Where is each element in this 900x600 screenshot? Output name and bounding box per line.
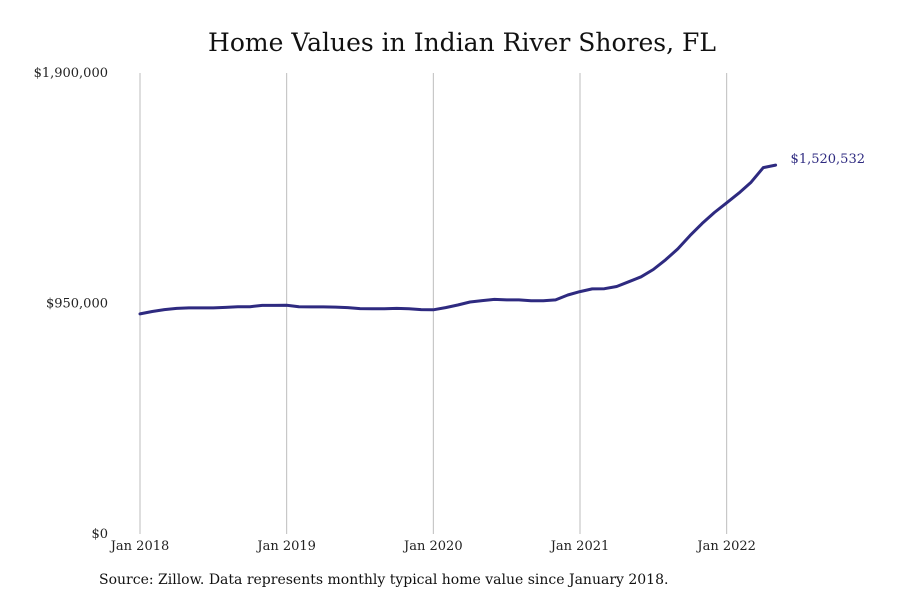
series-layer — [138, 163, 778, 316]
end-value-label: $1,520,532 — [791, 152, 865, 167]
source-note: Source: Zillow. Data represents monthly … — [99, 572, 669, 588]
series-line — [138, 163, 778, 316]
data-labels: $1,520,532 — [791, 152, 865, 167]
x-tick-label: Jan 2022 — [695, 539, 756, 554]
y-tick-label: $0 — [91, 527, 108, 542]
y-tick-label: $1,900,000 — [34, 66, 108, 81]
gridlines — [139, 73, 728, 534]
x-tick-label: Jan 2019 — [255, 539, 316, 554]
x-axis: Jan 2018 Jan 2019 Jan 2020 Jan 2021 Jan 2022 — [109, 539, 756, 554]
x-tick-label: Jan 2021 — [549, 539, 610, 554]
chart-title: Home Values in Indian River Shores, FL — [208, 28, 716, 57]
x-tick-label: Jan 2018 — [109, 539, 170, 554]
y-axis: $0 $950,000 $1,900,000 — [34, 66, 108, 542]
y-tick-label: $950,000 — [46, 297, 108, 312]
x-tick-label: Jan 2020 — [402, 539, 463, 554]
